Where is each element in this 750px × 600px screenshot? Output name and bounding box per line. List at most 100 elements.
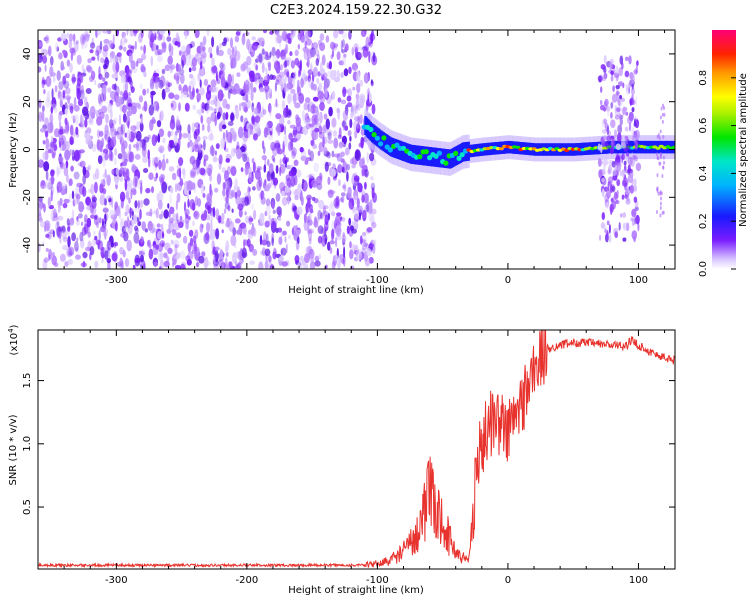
noise-blob [126, 168, 130, 181]
snr-ytick-label: 1.5 [22, 373, 33, 389]
spike-blob [659, 206, 662, 210]
noise-blob [356, 123, 361, 134]
noise-blob [274, 142, 281, 149]
spectrogram-ytick-label: -40 [22, 237, 33, 253]
noise-blob [211, 249, 216, 256]
noise-blob [143, 198, 150, 206]
burst-blob [599, 100, 603, 105]
noise-blob [74, 240, 79, 252]
noise-blob [206, 195, 212, 206]
noise-blob [98, 130, 104, 137]
burst-blob [620, 141, 626, 147]
noise-blob [77, 162, 83, 167]
noise-blob [118, 114, 122, 126]
noise-blob [229, 88, 233, 94]
noise-blob [142, 88, 147, 96]
noise-blob [327, 131, 332, 141]
noise-blob [269, 130, 273, 136]
noise-blob [225, 158, 231, 163]
burst-blob [631, 87, 635, 96]
noise-blob [308, 107, 313, 112]
noise-blob [68, 33, 74, 42]
spectrogram-ytick-label: -20 [22, 189, 33, 205]
burst-blob [610, 74, 614, 82]
noise-blob [110, 127, 115, 137]
noise-blob [221, 229, 224, 234]
noise-blob [161, 159, 166, 171]
noise-blob [366, 89, 369, 95]
noise-blob [62, 236, 68, 242]
noise-blob [231, 88, 237, 95]
burst-blob [602, 76, 607, 81]
noise-blob [236, 186, 240, 197]
noise-blob [56, 185, 60, 194]
noise-blob [317, 90, 324, 100]
noise-blob [305, 38, 312, 46]
noise-blob [104, 168, 107, 179]
noise-blob [297, 79, 300, 86]
noise-blob [62, 89, 66, 97]
noise-blob [166, 36, 172, 42]
noise-blob [269, 74, 274, 80]
noise-blob [304, 77, 309, 82]
noise-blob [161, 68, 166, 75]
noise-blob [305, 97, 311, 104]
noise-blob [207, 106, 214, 111]
noise-blob [275, 50, 280, 57]
noise-blob [261, 40, 265, 47]
noise-blob [133, 125, 139, 130]
noise-blob [364, 257, 370, 267]
noise-blob [236, 148, 242, 160]
noise-blob [345, 43, 349, 52]
noise-blob [304, 253, 310, 264]
noise-blob [158, 190, 164, 202]
burst-blob [633, 185, 638, 192]
noise-blob [90, 183, 95, 195]
noise-blob [238, 262, 241, 269]
noise-blob [139, 208, 142, 220]
noise-blob [41, 110, 45, 123]
noise-blob [361, 194, 365, 203]
burst-blob [624, 126, 629, 132]
track-peak [378, 141, 384, 147]
noise-blob [220, 76, 226, 88]
noise-blob [156, 55, 163, 63]
noise-blob [162, 137, 166, 144]
burst-blob [609, 203, 614, 213]
noise-blob [74, 41, 79, 53]
noise-blob [64, 117, 68, 126]
noise-blob [95, 168, 100, 180]
noise-blob [209, 52, 213, 59]
burst-blob [634, 140, 638, 150]
track-core [458, 144, 461, 164]
noise-blob [73, 149, 80, 162]
noise-blob [316, 77, 320, 85]
noise-blob [336, 212, 342, 217]
noise-blob [281, 99, 286, 110]
track-core [370, 123, 374, 143]
noise-blob [161, 41, 167, 53]
noise-blob [210, 79, 217, 88]
noise-blob [211, 36, 215, 48]
noise-blob [278, 71, 285, 78]
noise-blob [121, 152, 127, 164]
noise-blob [120, 200, 124, 209]
snr-xlabel: Height of straight line (km) [288, 585, 424, 596]
noise-blob [67, 96, 71, 104]
noise-blob [288, 234, 291, 240]
noise-blob [200, 183, 204, 195]
noise-blob [201, 251, 206, 257]
track-peak [436, 150, 442, 156]
noise-blob [158, 159, 162, 170]
noise-blob [150, 55, 153, 67]
noise-blob [66, 59, 71, 67]
noise-blob [99, 145, 103, 153]
snr-multiplier-close: ) [9, 324, 20, 328]
noise-blob [65, 173, 69, 183]
noise-blob [196, 261, 200, 268]
noise-blob [231, 46, 235, 56]
noise-blob [98, 98, 103, 107]
noise-blob [217, 111, 221, 120]
noise-blob [175, 200, 178, 211]
noise-blob [119, 191, 126, 202]
